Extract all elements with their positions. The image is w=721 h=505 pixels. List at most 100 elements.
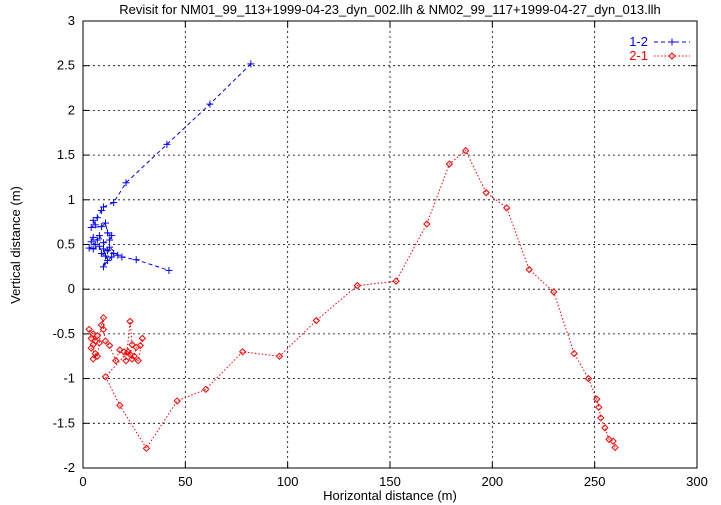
y-tick-label: -0.5 — [53, 326, 75, 341]
data-point — [584, 374, 593, 383]
data-point — [275, 352, 284, 360]
data-point — [97, 207, 105, 215]
data-point — [668, 52, 676, 60]
data-point — [93, 214, 101, 222]
data-point — [89, 245, 97, 253]
data-point — [118, 253, 126, 261]
grid — [83, 21, 697, 468]
data-point — [99, 325, 108, 334]
data-point — [668, 38, 676, 46]
data-point — [97, 223, 105, 231]
data-point — [101, 337, 110, 345]
data-point — [247, 60, 255, 68]
chart-title: Revisit for NM01_99_113+1999-04-23_dyn_0… — [119, 2, 661, 17]
data-point — [601, 424, 609, 432]
data-point — [132, 256, 140, 264]
data-point — [101, 373, 110, 381]
data-point — [124, 348, 132, 356]
data-point — [392, 277, 400, 285]
data-point — [91, 241, 99, 248]
x-tick-label: 200 — [481, 474, 503, 489]
data-point — [104, 257, 112, 265]
legend: 1-22-1 — [629, 34, 690, 63]
data-point — [105, 341, 114, 350]
data-point — [206, 100, 214, 108]
data-point — [312, 316, 321, 325]
data-point — [112, 357, 120, 365]
data-point — [93, 331, 102, 340]
data-point — [95, 339, 104, 347]
data-point — [93, 236, 101, 244]
data-point — [128, 340, 136, 349]
y-tick-label: -1 — [63, 371, 75, 386]
data-point — [445, 160, 454, 168]
y-tick-label: 1 — [68, 192, 75, 207]
series-1-2 — [85, 60, 255, 274]
data-point — [138, 334, 147, 343]
data-point — [595, 403, 603, 411]
series-line — [88, 149, 616, 450]
data-point — [89, 233, 97, 241]
data-point — [99, 314, 108, 322]
plot-frame — [82, 20, 698, 469]
data-point — [106, 236, 114, 244]
data-point — [91, 221, 99, 229]
series-2-1 — [85, 146, 619, 453]
data-point — [87, 224, 95, 232]
x-tick-label: 0 — [79, 474, 86, 489]
x-axis: 0 50 100 150 200 250 300 — [79, 21, 708, 489]
data-point — [99, 263, 107, 271]
data-point — [550, 288, 558, 296]
legend-label: 1-2 — [629, 34, 648, 49]
data-point — [593, 395, 601, 403]
legend-label: 2-1 — [629, 48, 648, 63]
data-point — [502, 204, 511, 212]
y-tick-label: 2.5 — [57, 58, 75, 73]
data-point — [116, 401, 124, 410]
data-point — [104, 247, 112, 255]
data-point — [97, 249, 105, 257]
data-point — [353, 281, 361, 290]
y-tick-label: 2 — [68, 102, 75, 117]
y-axis-label: Vertical distance (m) — [8, 186, 23, 304]
data-point — [95, 232, 103, 240]
x-tick-label: 250 — [584, 474, 606, 489]
data-point — [87, 344, 95, 352]
series-line — [87, 63, 252, 271]
data-point — [142, 444, 151, 453]
data-point — [102, 252, 110, 260]
data-point — [93, 352, 102, 360]
data-point — [609, 437, 617, 445]
data-point — [106, 243, 114, 251]
y-tick-label: -2 — [63, 460, 75, 475]
data-point — [110, 198, 118, 206]
series-layer — [85, 60, 619, 453]
data-point — [108, 232, 116, 240]
data-point — [165, 266, 173, 274]
data-point — [605, 435, 613, 444]
y-tick-label: 0.5 — [57, 237, 75, 252]
data-point — [238, 348, 247, 356]
data-point — [114, 251, 122, 259]
data-point — [136, 341, 145, 350]
data-point — [99, 203, 107, 211]
data-point — [423, 220, 431, 228]
data-point — [99, 239, 107, 247]
y-tick-label: 0 — [68, 281, 75, 296]
data-point — [128, 355, 136, 363]
data-point — [462, 146, 470, 155]
data-point — [102, 219, 110, 227]
x-axis-label: Horizontal distance (m) — [323, 488, 457, 503]
y-tick-label: -1.5 — [53, 415, 75, 430]
x-tick-label: 300 — [686, 474, 708, 489]
data-point — [126, 317, 134, 326]
data-point — [99, 245, 107, 253]
data-point — [482, 188, 490, 197]
data-point — [110, 249, 118, 257]
data-point — [163, 140, 171, 148]
data-point — [122, 179, 130, 187]
data-point — [116, 346, 124, 354]
x-tick-label: 50 — [178, 474, 192, 489]
data-point — [611, 443, 619, 452]
